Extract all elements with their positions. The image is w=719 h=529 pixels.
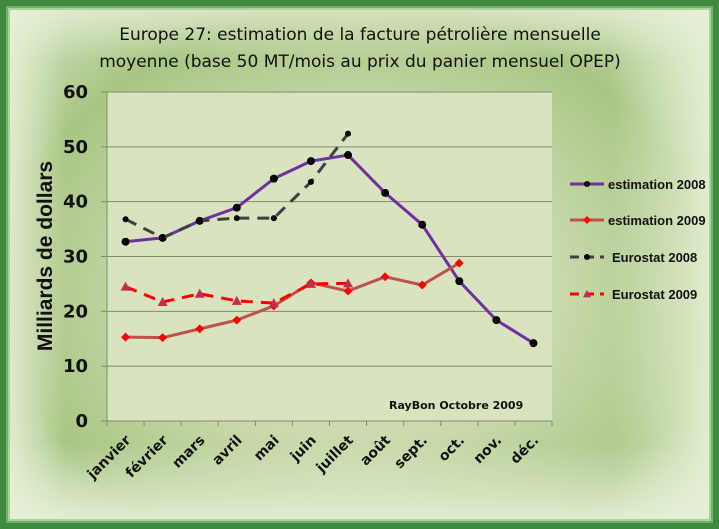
y-tick-label: 40 bbox=[63, 192, 88, 213]
x-tick-label: nov. bbox=[471, 433, 506, 468]
chart-title-line-1: Europe 27: estimation de la facture pétr… bbox=[119, 25, 601, 45]
data-point-marker bbox=[268, 298, 279, 308]
x-tick-label: avril bbox=[210, 433, 246, 469]
data-point-marker bbox=[231, 295, 242, 305]
legend-item: Eurostat 2009 bbox=[570, 287, 697, 302]
y-axis-label: Milliards de dollars bbox=[34, 161, 57, 351]
series-eurostat-2008 bbox=[122, 130, 352, 241]
x-tick-label: janvier bbox=[84, 432, 135, 483]
chart-title-line-2: moyenne (base 50 MT/mois au prix du pani… bbox=[99, 52, 621, 72]
x-tick-label: sept. bbox=[392, 433, 432, 473]
data-point-marker bbox=[122, 216, 129, 223]
x-tick-label: août bbox=[357, 432, 394, 469]
legend-label: Eurostat 2008 bbox=[612, 250, 697, 265]
data-point-marker bbox=[584, 254, 590, 260]
legend-label: estimation 2008 bbox=[608, 177, 706, 192]
y-axis-ticks: 0 10 20 30 40 50 60 bbox=[63, 82, 107, 432]
data-point-marker bbox=[345, 130, 352, 137]
y-tick-label: 50 bbox=[63, 137, 88, 158]
data-point-marker bbox=[455, 277, 464, 286]
data-point-marker bbox=[343, 278, 354, 288]
data-point-marker bbox=[233, 215, 240, 222]
data-point-marker bbox=[381, 188, 390, 197]
chart-title: Europe 27: estimation de la facture pétr… bbox=[60, 22, 660, 76]
data-point-marker bbox=[157, 297, 168, 307]
legend: estimation 2008 estimation 2009 Eurostat 2… bbox=[570, 177, 706, 302]
series-eurostat-2009 bbox=[120, 278, 354, 308]
series-line bbox=[125, 261, 461, 340]
data-point-marker bbox=[120, 281, 131, 291]
data-point-marker bbox=[344, 151, 353, 160]
legend-label: Eurostat 2009 bbox=[612, 287, 697, 302]
x-tick-label: mars bbox=[169, 433, 208, 472]
legend-item: estimation 2008 bbox=[570, 177, 706, 192]
data-point-marker bbox=[232, 315, 242, 325]
data-point-marker bbox=[159, 234, 166, 241]
data-point-marker bbox=[417, 280, 427, 290]
credit-annotation: RayBon Octobre 2009 bbox=[389, 399, 523, 412]
data-point-marker bbox=[196, 217, 203, 224]
data-point-marker bbox=[121, 237, 130, 246]
data-point-marker bbox=[158, 333, 168, 343]
legend-item: Eurostat 2008 bbox=[570, 250, 697, 265]
data-point-marker bbox=[492, 316, 501, 325]
data-point-marker bbox=[305, 278, 316, 288]
data-point-marker bbox=[195, 324, 205, 334]
data-point-marker bbox=[307, 178, 314, 185]
data-point-marker bbox=[529, 339, 538, 348]
data-point-marker bbox=[269, 174, 278, 183]
data-point-marker bbox=[343, 286, 353, 296]
y-tick-label: 60 bbox=[63, 82, 88, 103]
y-tick-label: 30 bbox=[63, 247, 88, 268]
y-tick-label: 0 bbox=[75, 411, 88, 432]
data-point-marker bbox=[380, 272, 390, 282]
data-point-marker bbox=[306, 157, 315, 166]
data-point-marker bbox=[121, 332, 131, 342]
data-point-marker bbox=[270, 215, 277, 222]
y-tick-label: 10 bbox=[63, 356, 88, 377]
data-point-marker bbox=[584, 181, 590, 187]
data-point-marker bbox=[583, 216, 591, 224]
data-point-marker bbox=[194, 288, 205, 298]
x-tick-label: juillet bbox=[313, 432, 357, 476]
series-line bbox=[125, 153, 535, 345]
data-point-marker bbox=[232, 203, 241, 212]
x-tick-label: oct. bbox=[436, 433, 468, 465]
series-group bbox=[120, 130, 538, 348]
x-tick-label: mai bbox=[251, 433, 283, 465]
data-point-marker bbox=[454, 258, 464, 268]
legend-item: estimation 2009 bbox=[570, 213, 706, 228]
data-point-marker bbox=[583, 290, 591, 298]
x-tick-label: déc. bbox=[508, 433, 543, 468]
data-point-marker bbox=[418, 220, 427, 229]
legend-label: estimation 2009 bbox=[608, 213, 706, 228]
y-tick-label: 20 bbox=[63, 301, 88, 322]
x-tick-label: juin bbox=[287, 433, 320, 466]
